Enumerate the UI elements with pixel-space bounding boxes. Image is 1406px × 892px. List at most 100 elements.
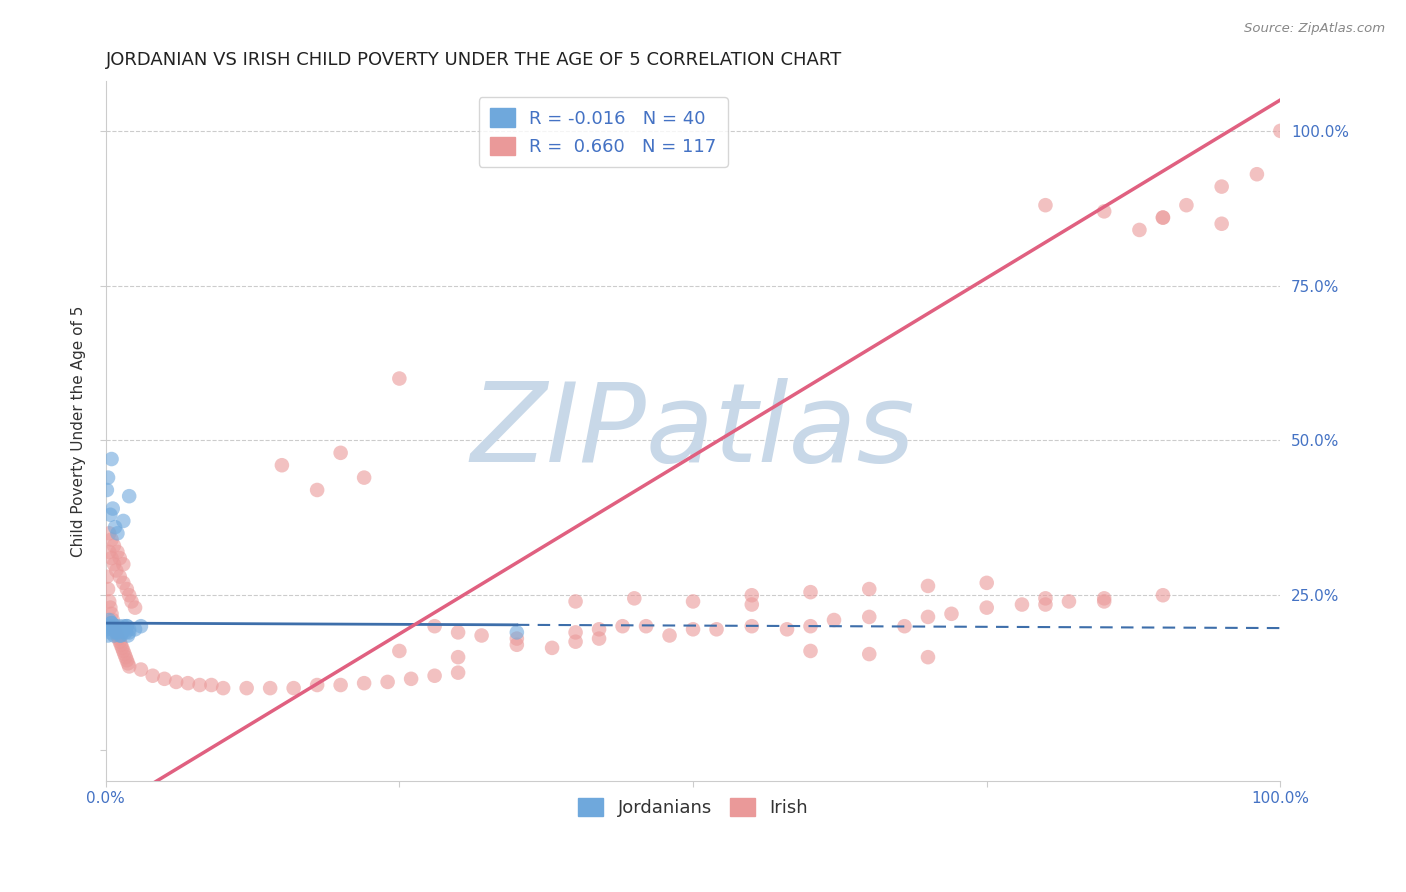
Point — [399, 672, 422, 686]
Point — [353, 676, 375, 690]
Point — [823, 613, 845, 627]
Point — [114, 650, 136, 665]
Point — [588, 622, 610, 636]
Point — [1211, 179, 1233, 194]
Point — [107, 632, 129, 646]
Point — [96, 569, 118, 583]
Point — [107, 622, 129, 636]
Point — [270, 458, 292, 473]
Point — [423, 669, 446, 683]
Point — [1152, 211, 1174, 225]
Point — [118, 625, 141, 640]
Point — [177, 676, 200, 690]
Point — [121, 594, 143, 608]
Point — [112, 619, 135, 633]
Point — [115, 582, 138, 596]
Point — [329, 446, 352, 460]
Point — [741, 619, 763, 633]
Point — [112, 514, 135, 528]
Point — [212, 681, 235, 695]
Point — [329, 678, 352, 692]
Point — [893, 619, 915, 633]
Text: ZIPatlas: ZIPatlas — [471, 377, 915, 484]
Point — [96, 483, 118, 497]
Point — [388, 371, 411, 385]
Point — [112, 575, 135, 590]
Point — [101, 613, 124, 627]
Point — [129, 663, 152, 677]
Point — [1035, 591, 1057, 606]
Point — [917, 610, 939, 624]
Point — [658, 628, 681, 642]
Point — [129, 619, 152, 633]
Point — [117, 657, 139, 671]
Point — [506, 625, 529, 640]
Point — [153, 672, 176, 686]
Point — [776, 622, 799, 636]
Point — [917, 650, 939, 665]
Point — [98, 619, 121, 633]
Point — [114, 647, 136, 661]
Point — [564, 594, 586, 608]
Point — [100, 533, 122, 547]
Point — [104, 622, 127, 636]
Y-axis label: Child Poverty Under the Age of 5: Child Poverty Under the Age of 5 — [72, 305, 86, 557]
Point — [564, 625, 586, 640]
Point — [101, 501, 124, 516]
Point — [114, 622, 136, 636]
Point — [112, 622, 135, 636]
Point — [105, 625, 128, 640]
Point — [118, 588, 141, 602]
Point — [104, 619, 127, 633]
Point — [98, 545, 121, 559]
Point — [1175, 198, 1198, 212]
Point — [103, 539, 125, 553]
Point — [741, 588, 763, 602]
Point — [107, 619, 129, 633]
Point — [1128, 223, 1150, 237]
Point — [115, 619, 138, 633]
Point — [377, 674, 399, 689]
Point — [1035, 198, 1057, 212]
Point — [100, 452, 122, 467]
Point — [799, 585, 821, 599]
Point — [117, 628, 139, 642]
Point — [858, 647, 880, 661]
Point — [200, 678, 222, 692]
Point — [283, 681, 305, 695]
Point — [682, 622, 704, 636]
Point — [112, 644, 135, 658]
Point — [741, 598, 763, 612]
Point — [115, 653, 138, 667]
Point — [506, 638, 529, 652]
Point — [105, 564, 128, 578]
Point — [799, 644, 821, 658]
Point — [682, 594, 704, 608]
Point — [447, 650, 470, 665]
Point — [111, 640, 134, 655]
Point — [108, 628, 131, 642]
Point — [142, 669, 165, 683]
Point — [1211, 217, 1233, 231]
Point — [1057, 594, 1080, 608]
Point — [799, 619, 821, 633]
Point — [100, 616, 122, 631]
Point — [307, 678, 329, 692]
Point — [188, 678, 211, 692]
Point — [307, 483, 329, 497]
Point — [100, 551, 122, 566]
Point — [108, 569, 131, 583]
Point — [634, 619, 657, 633]
Point — [103, 558, 125, 572]
Point — [941, 607, 963, 621]
Point — [104, 622, 127, 636]
Point — [471, 628, 494, 642]
Point — [1035, 598, 1057, 612]
Point — [96, 622, 118, 636]
Point — [1270, 124, 1292, 138]
Point — [1092, 594, 1115, 608]
Point — [98, 526, 121, 541]
Point — [124, 622, 146, 636]
Point — [423, 619, 446, 633]
Legend: Jordanians, Irish: Jordanians, Irish — [571, 790, 815, 824]
